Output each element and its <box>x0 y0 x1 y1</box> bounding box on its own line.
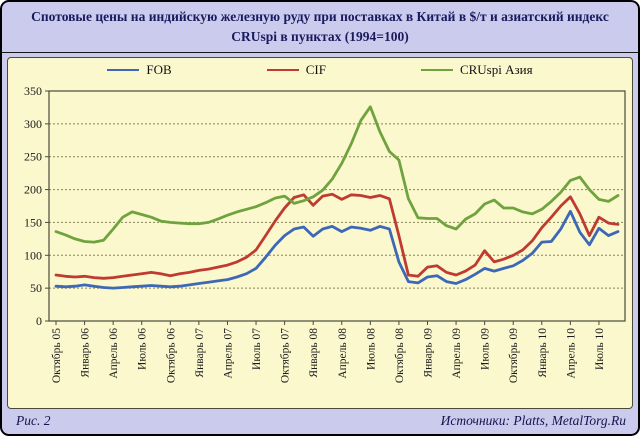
legend-item-fob: FOB <box>107 61 172 78</box>
x-tick-label: Апрель 10 <box>565 327 577 378</box>
series-line-cruspi <box>54 104 620 244</box>
legend: FOB CIF CRUspi Азия <box>8 62 632 78</box>
chart-title: Спотовые цены на индийскую железную руду… <box>2 2 638 53</box>
x-tick-label: Январь 06 <box>80 327 92 377</box>
x-tick-label: Январь 09 <box>422 327 434 377</box>
x-tick-label: Январь 07 <box>194 327 206 377</box>
x-tick-label: Июль 06 <box>137 327 149 369</box>
y-tick-label: 100 <box>24 248 42 262</box>
x-tick-label: Июль 09 <box>480 327 492 369</box>
legend-item-cif: CIF <box>266 61 326 78</box>
x-tick-label: Октябрь 08 <box>394 327 406 382</box>
legend-line-swatch <box>420 68 453 71</box>
figure-caption: Рис. 2 <box>16 413 51 428</box>
series-line-cif <box>54 192 620 280</box>
x-tick-label: Июль 07 <box>251 327 263 369</box>
y-tick-label: 250 <box>24 149 42 163</box>
x-tick-label: Октябрь 09 <box>508 327 520 382</box>
x-tick-label: Июль 10 <box>594 327 606 369</box>
series-line-fob <box>54 209 620 290</box>
y-tick-label: 350 <box>24 84 42 98</box>
plot-panel: FOB CIF CRUspi Азия 0 50 100 150 200 250 300 350 О… <box>7 56 633 409</box>
x-tick-label: Октябрь 06 <box>165 327 177 382</box>
chart-svg: 0 50 100 150 200 250 300 350 Октябрь 05 Январь 06… <box>24 84 626 383</box>
x-tick-label: Апрель 07 <box>222 327 234 378</box>
sources-caption: Источники: Platts, MetalTorg.Ru <box>440 413 626 428</box>
legend-label: CRUspi Азия <box>459 61 533 77</box>
x-tick-label: Апрель 06 <box>108 327 120 378</box>
y-tick-label: 300 <box>24 116 42 130</box>
y-tick-label: 0 <box>36 314 42 328</box>
x-tick-label: Апрель 08 <box>337 327 349 378</box>
legend-line-swatch <box>266 68 299 71</box>
plot-border <box>48 89 626 322</box>
x-tick-label: Апрель 09 <box>451 327 463 378</box>
x-tick-label: Октябрь 07 <box>280 327 292 382</box>
y-tick-label: 200 <box>24 182 42 196</box>
y-tick-label: 50 <box>30 281 42 295</box>
legend-line-swatch <box>107 68 140 71</box>
legend-label: CIF <box>305 61 326 77</box>
x-tick-label: Октябрь 05 <box>51 327 63 382</box>
footer: Рис. 2 Источники: Platts, MetalTorg.Ru <box>16 413 626 429</box>
x-tick-label: Июль 08 <box>365 327 377 369</box>
legend-item-cruspi: CRUspi Азия <box>420 61 533 78</box>
x-tick-label: Январь 10 <box>537 327 549 377</box>
y-tick-label: 150 <box>24 215 42 229</box>
x-tick-label: Январь 08 <box>308 327 320 377</box>
legend-label: FOB <box>146 61 172 77</box>
